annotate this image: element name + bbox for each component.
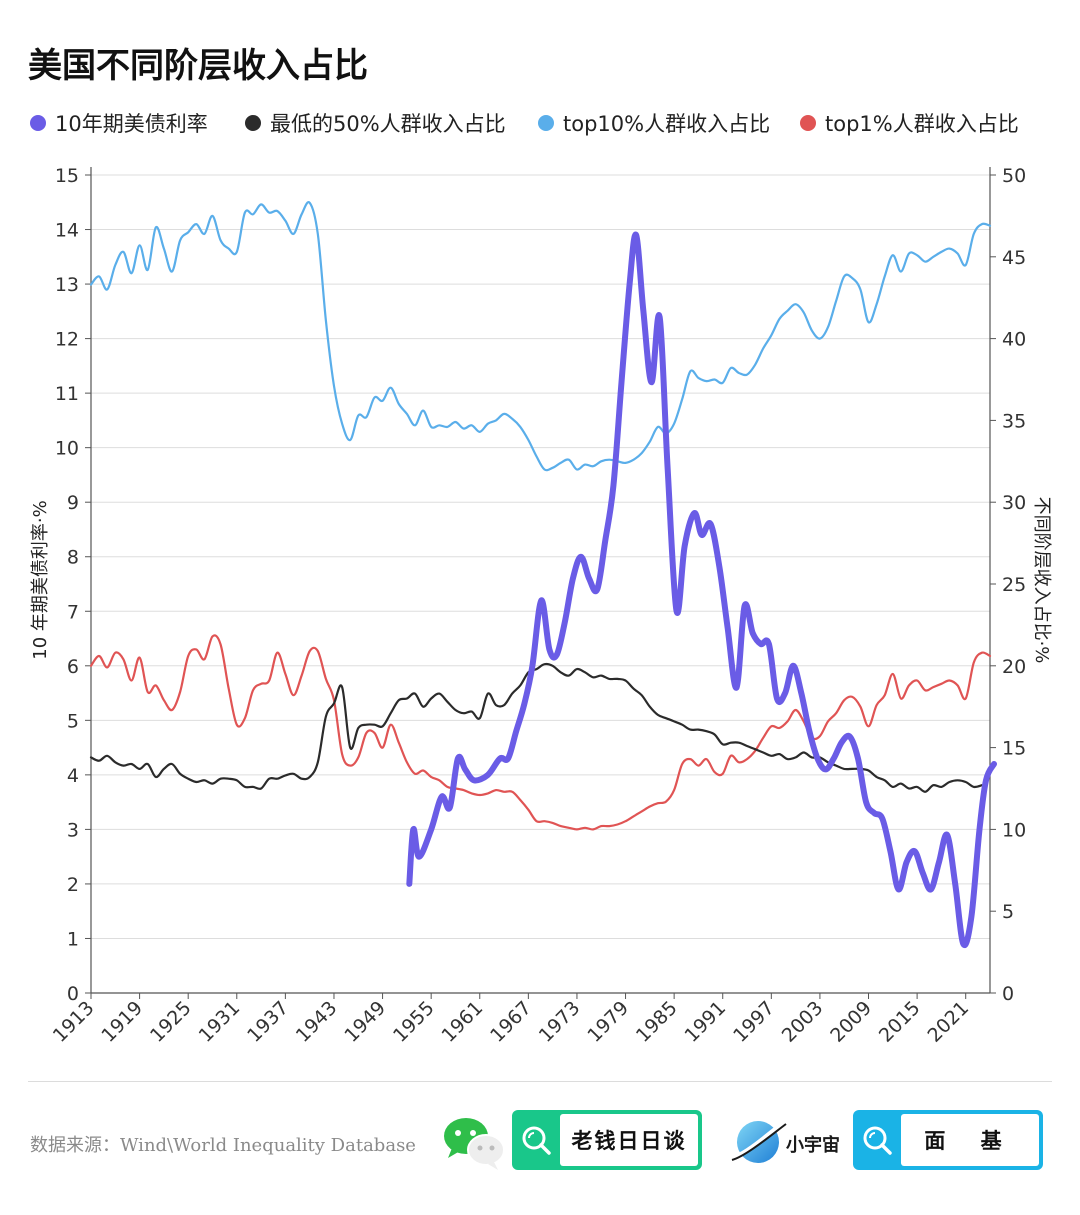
x-tick-label: 1931: [195, 997, 245, 1047]
legend-marker: [245, 115, 261, 131]
search-icon: [512, 1110, 560, 1170]
chart-title: 美国不同阶层收入占比: [28, 46, 368, 86]
x-tick-label: 1997: [729, 997, 779, 1047]
legend-item-treasury[interactable]: 10年期美债利率: [30, 108, 208, 138]
x-tick-label: 1937: [243, 997, 293, 1047]
legend-label: top10%人群收入占比: [563, 112, 771, 136]
y-left-tick-label: 4: [67, 765, 79, 787]
x-tick-label: 1991: [681, 997, 731, 1047]
search-icon: [853, 1110, 901, 1170]
brand-mianji-label: 面 基: [901, 1114, 1039, 1166]
y-right-tick-label: 10: [1002, 819, 1026, 841]
y-left-tick-label: 7: [67, 601, 79, 623]
wechat-icon: [444, 1118, 505, 1170]
y-left-tick-label: 1: [67, 928, 79, 950]
x-tick-label: 2003: [778, 997, 828, 1047]
x-tick-label: 1919: [97, 997, 147, 1047]
x-tick-label: 1973: [535, 997, 585, 1047]
x-tick-label: 2009: [826, 997, 876, 1047]
y-left-tick-label: 8: [67, 547, 79, 569]
y-right-tick-label: 5: [1002, 901, 1014, 923]
y-left-tick-label: 10: [55, 438, 79, 460]
y-right-tick-label: 30: [1002, 492, 1026, 514]
legend-marker: [538, 115, 554, 131]
planet-icon: [731, 1120, 787, 1163]
series-line-bottom50: [89, 662, 983, 793]
legend-label: top1%人群收入占比: [825, 112, 1019, 136]
legend-marker: [30, 115, 46, 131]
y-left-axis-title: 10 年期美债利率·%: [30, 500, 51, 659]
y-right-axis-title: 不同阶层收入占比·%: [1031, 497, 1052, 664]
y-left-tick-label: 11: [55, 383, 79, 405]
series-line-top10: [89, 201, 992, 472]
y-left-tick-label: 12: [55, 329, 79, 351]
y-left-tick-label: 0: [67, 983, 79, 1005]
x-tick-label: 1955: [389, 997, 439, 1047]
y-left-tick-label: 5: [67, 710, 79, 732]
series-line-treasury-10y: [406, 231, 997, 949]
y-right-tick-label: 0: [1002, 983, 1014, 1005]
series-line-top1: [89, 634, 992, 831]
y-left-tick-label: 14: [55, 220, 79, 242]
brand-laoqian-button[interactable]: 老钱日日谈: [512, 1110, 702, 1170]
brand-mianji-button[interactable]: 面 基: [853, 1110, 1043, 1170]
x-tick-label: 1925: [146, 997, 196, 1047]
x-tick-label: 1985: [632, 997, 682, 1047]
x-tick-label: 2015: [875, 997, 925, 1047]
brand-xiaoyuzhou-name: 小宇宙: [786, 1135, 840, 1156]
brand-laoqian-label: 老钱日日谈: [560, 1114, 698, 1166]
x-tick-label: 1967: [486, 997, 536, 1047]
y-left-tick-label: 2: [67, 874, 79, 896]
x-tick-label: 1943: [292, 997, 342, 1047]
y-left-tick-label: 9: [67, 492, 79, 514]
x-tick-label: 1979: [583, 997, 633, 1047]
legend-item-top10[interactable]: top10%人群收入占比: [538, 108, 770, 138]
legend-marker: [800, 115, 816, 131]
y-left-tick-label: 3: [67, 819, 79, 841]
legend-item-bottom50[interactable]: 最低的50%人群收入占比: [245, 108, 506, 138]
y-left-tick-label: 15: [55, 165, 79, 187]
x-tick-label: 1949: [340, 997, 390, 1047]
legend-label: 10年期美债利率: [55, 112, 208, 136]
y-left-tick-label: 13: [55, 274, 79, 296]
y-left-tick-label: 6: [67, 656, 79, 678]
legend-item-top1[interactable]: top1%人群收入占比: [800, 108, 1019, 138]
legend-label: 最低的50%人群收入占比: [270, 112, 506, 136]
y-right-tick-label: 50: [1002, 165, 1026, 187]
footer-divider: [28, 1081, 1052, 1082]
y-right-tick-label: 40: [1002, 329, 1026, 351]
data-source: 数据来源：Wind\World Inequality Database: [30, 1135, 416, 1156]
y-right-tick-label: 45: [1002, 247, 1026, 269]
x-tick-label: 1961: [438, 997, 488, 1047]
y-right-tick-label: 20: [1002, 656, 1026, 678]
x-tick-label: 2021: [923, 997, 973, 1047]
y-right-tick-label: 25: [1002, 574, 1026, 596]
line-chart: 0123456789101112131415051015202530354045…: [30, 165, 1052, 1047]
y-right-tick-label: 35: [1002, 410, 1026, 432]
y-right-tick-label: 15: [1002, 738, 1026, 760]
